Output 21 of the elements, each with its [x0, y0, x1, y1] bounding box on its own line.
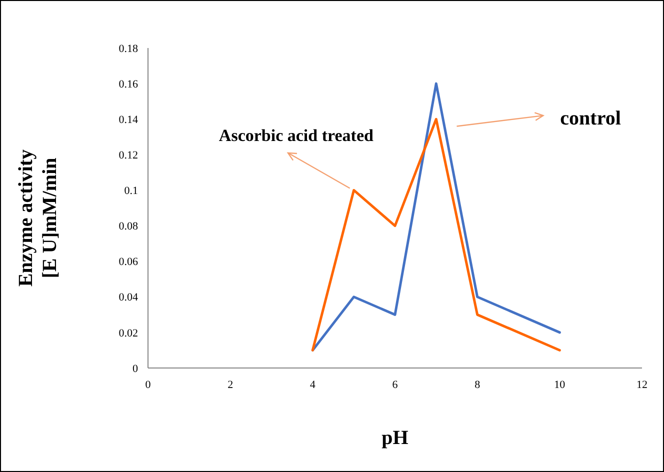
annotation: Ascorbic acid treated: [218, 126, 374, 146]
y-axis-title: Enzyme activity [E U]mM/min: [15, 149, 61, 287]
x-tick-label: 2: [228, 379, 234, 391]
y-tick-label: 0.12: [118, 150, 138, 162]
y-tick-label: 0.14: [118, 114, 138, 126]
y-tick-label: 0.02: [118, 327, 138, 340]
x-axis-title: pH: [382, 427, 409, 449]
y-tick-label: 0.08: [118, 220, 138, 233]
y-tick-label: 0.04: [118, 292, 138, 304]
x-tick-label: 10: [554, 379, 566, 391]
y-tick-label: 0.06: [118, 256, 138, 268]
x-tick-label: 6: [392, 379, 398, 391]
x-tick-label: 4: [310, 379, 316, 391]
x-tick-label: 8: [474, 379, 481, 391]
y-tick-label: 0.1: [124, 185, 138, 198]
x-tick-label: 12: [636, 379, 648, 391]
annotation: control: [560, 107, 622, 130]
y-tick-label: 0.18: [118, 42, 138, 55]
x-tick-label: 0: [145, 379, 152, 391]
y-tick-label: 0: [132, 362, 138, 375]
y-tick-label: 0.16: [118, 78, 138, 90]
